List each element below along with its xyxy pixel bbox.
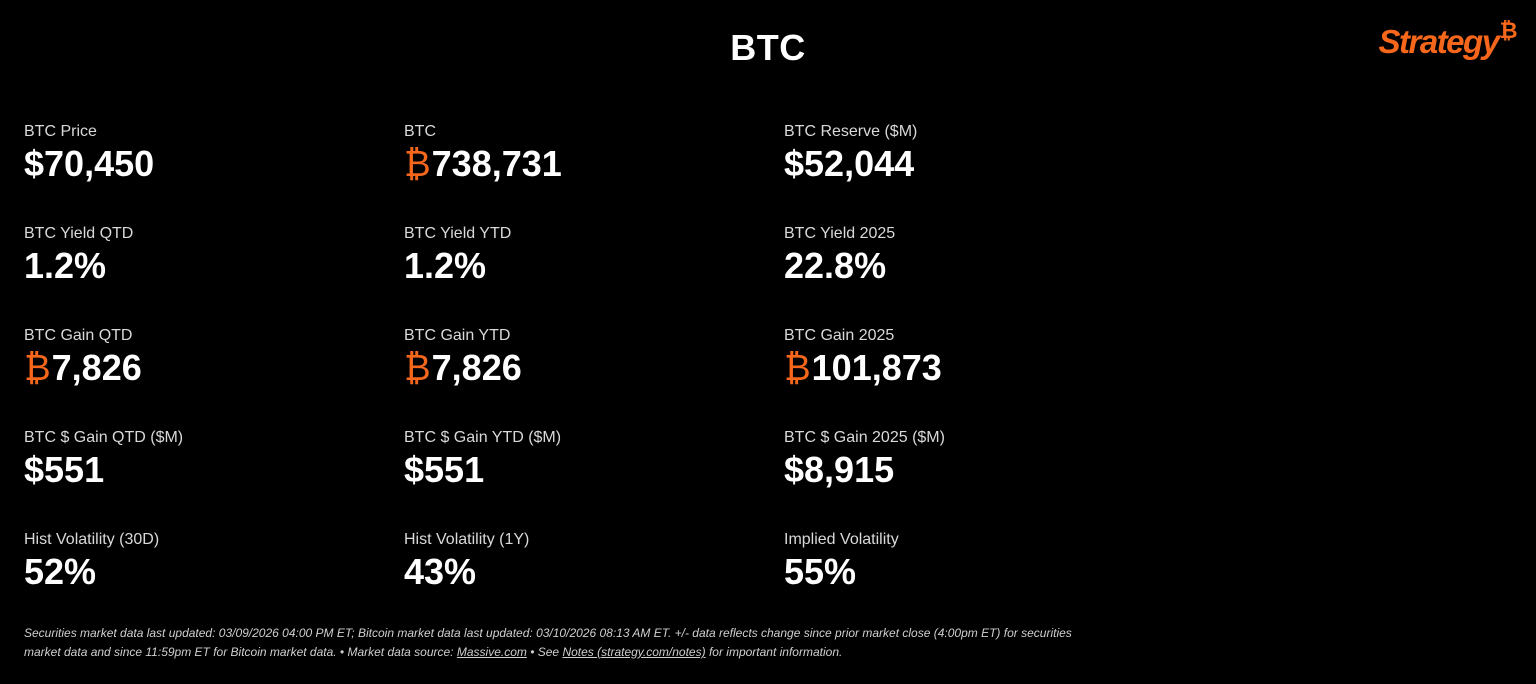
metric-label: BTC Gain 2025 xyxy=(784,327,895,344)
metric-value: $551 xyxy=(24,448,404,492)
market-data-source-link[interactable]: Massive.com xyxy=(456,645,527,659)
metric-label: Implied Volatility xyxy=(784,531,899,548)
metric-card: BTC Price $70,450 xyxy=(24,122,404,224)
metric-card: BTC Yield YTD 1.2% xyxy=(404,224,784,326)
metric-label: BTC $ Gain 2025 ($M) xyxy=(784,429,945,446)
metric-number: 52,044 xyxy=(804,143,915,184)
metric-number: 7,826 xyxy=(431,347,522,388)
metric-number: 7,826 xyxy=(51,347,142,388)
metric-value: ₿7,826 xyxy=(404,346,784,390)
metric-number: 738,731 xyxy=(431,143,562,184)
metric-number: 101,873 xyxy=(811,347,942,388)
metric-card: BTC Gain YTD ₿7,826 xyxy=(404,326,784,428)
metric-value: 1.2% xyxy=(24,244,404,288)
metric-number: 22.8% xyxy=(784,245,887,286)
currency-symbol: $ xyxy=(24,143,45,184)
metric-card: BTC ₿738,731 xyxy=(404,122,784,224)
metric-value: 55% xyxy=(784,550,1164,594)
bitcoin-icon: ₿ xyxy=(24,347,51,388)
metric-value: 52% xyxy=(24,550,404,594)
metric-card: Implied Volatility 55% xyxy=(784,530,1164,632)
metric-value: ₿7,826 xyxy=(24,346,404,390)
bitcoin-icon: ₿ xyxy=(1499,18,1518,43)
metric-label: BTC $ Gain YTD ($M) xyxy=(404,429,562,446)
metric-card: BTC Gain QTD ₿7,826 xyxy=(24,326,404,428)
bitcoin-icon: ₿ xyxy=(404,347,431,388)
currency-symbol: $ xyxy=(24,449,45,490)
metric-value: 43% xyxy=(404,550,784,594)
page-title: BTC xyxy=(730,27,806,68)
metric-card: Hist Volatility (30D) 52% xyxy=(24,530,404,632)
metric-card: BTC $ Gain YTD ($M) $551 xyxy=(404,428,784,530)
metric-number: 43% xyxy=(404,551,477,592)
metrics-grid: BTC Price $70,450 BTC ₿738,731 BTC Reserve (… xyxy=(24,122,1164,632)
bitcoin-icon: ₿ xyxy=(784,347,811,388)
footer-text: • See xyxy=(526,645,563,659)
metric-label: BTC Price xyxy=(24,123,97,140)
metric-number: 1.2% xyxy=(404,245,487,286)
metric-label: BTC Gain YTD xyxy=(404,327,511,344)
metric-label: BTC Yield 2025 xyxy=(784,225,896,242)
bitcoin-icon: ₿ xyxy=(404,143,431,184)
metric-value: $8,915 xyxy=(784,448,1164,492)
metric-value: $52,044 xyxy=(784,142,1164,186)
metric-value: $70,450 xyxy=(24,142,404,186)
strategy-logo[interactable]: Strategy ₿ xyxy=(1378,18,1518,66)
metric-value: 1.2% xyxy=(404,244,784,288)
metric-label: Hist Volatility (1Y) xyxy=(404,531,530,548)
metric-card: Hist Volatility (1Y) 43% xyxy=(404,530,784,632)
metric-label: BTC Yield YTD xyxy=(404,225,512,242)
currency-symbol: $ xyxy=(784,449,805,490)
metric-label: BTC Yield QTD xyxy=(24,225,134,242)
metric-number: 52% xyxy=(24,551,97,592)
metric-number: 1.2% xyxy=(24,245,107,286)
footer-text: for important information. xyxy=(705,645,843,659)
footer-disclaimer: Securities market data last updated: 03/… xyxy=(24,624,1104,662)
metric-card: BTC Gain 2025 ₿101,873 xyxy=(784,326,1164,428)
metric-label: BTC Reserve ($M) xyxy=(784,123,918,140)
metric-card: BTC Yield QTD 1.2% xyxy=(24,224,404,326)
metric-value: ₿101,873 xyxy=(784,346,1164,390)
metric-number: 70,450 xyxy=(44,143,155,184)
metric-label: BTC Gain QTD xyxy=(24,327,133,344)
currency-symbol: $ xyxy=(784,143,805,184)
metric-card: BTC Yield 2025 22.8% xyxy=(784,224,1164,326)
notes-link[interactable]: Notes (strategy.com/notes) xyxy=(562,645,706,659)
footer-text: Securities market data last updated: 03/… xyxy=(24,626,1072,659)
metric-number: 8,915 xyxy=(804,449,895,490)
metric-number: 55% xyxy=(784,551,857,592)
metric-value: $551 xyxy=(404,448,784,492)
metric-card: BTC $ Gain 2025 ($M) $8,915 xyxy=(784,428,1164,530)
metric-label: BTC xyxy=(404,123,436,140)
metric-card: BTC $ Gain QTD ($M) $551 xyxy=(24,428,404,530)
currency-symbol: $ xyxy=(404,449,425,490)
metric-value: 22.8% xyxy=(784,244,1164,288)
metric-value: ₿738,731 xyxy=(404,142,784,186)
metric-number: 551 xyxy=(424,449,485,490)
logo-text: Strategy xyxy=(1378,23,1501,60)
metric-number: 551 xyxy=(44,449,105,490)
metric-label: Hist Volatility (30D) xyxy=(24,531,160,548)
metric-label: BTC $ Gain QTD ($M) xyxy=(24,429,184,446)
metric-card: BTC Reserve ($M) $52,044 xyxy=(784,122,1164,224)
